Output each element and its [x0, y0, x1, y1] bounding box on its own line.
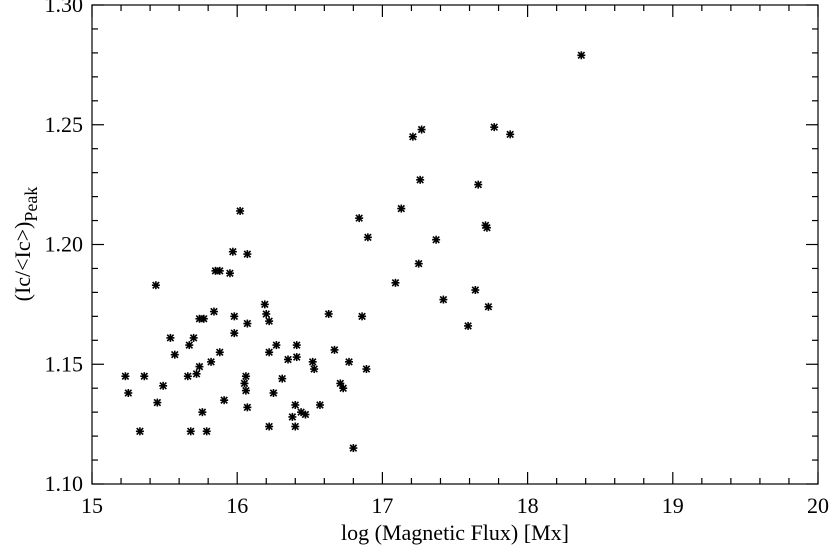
data-point [209, 307, 218, 316]
data-point [220, 396, 229, 405]
data-point [288, 412, 297, 421]
y-axis-label-subscript: Peak [21, 187, 41, 222]
data-points [121, 51, 586, 453]
x-tick-label: 15 [81, 493, 103, 518]
data-point [243, 319, 252, 328]
data-point [408, 132, 417, 141]
data-point [310, 365, 319, 374]
data-point [432, 235, 441, 244]
y-axis-label: (Ic/<Ic>)Peak [10, 187, 41, 302]
data-point [153, 398, 162, 407]
y-axis-label-main: (Ic/<Ic>) [10, 222, 35, 302]
data-point [170, 350, 179, 359]
data-point [241, 372, 250, 381]
data-point [416, 175, 425, 184]
data-point [506, 130, 515, 139]
data-point [243, 403, 252, 412]
x-tick-label: 16 [226, 493, 248, 518]
data-point [262, 309, 271, 318]
data-point [192, 369, 201, 378]
y-tick-label: 1.25 [45, 112, 84, 137]
data-point [291, 422, 300, 431]
data-point [159, 381, 168, 390]
data-point [228, 247, 237, 256]
y-tick-label: 1.10 [45, 471, 84, 496]
data-point [186, 427, 195, 436]
data-point [577, 51, 586, 60]
data-point [417, 125, 426, 134]
data-point [284, 355, 293, 364]
axis-ticks [91, 4, 819, 485]
tick-labels: 15 16 17 18 19 20 1.10 1.15 1.20 1.25 1.30 [45, 0, 830, 518]
x-axis-label: log (Magnetic Flux) [Mx] [341, 520, 569, 545]
data-point [439, 295, 448, 304]
y-tick-label: 1.30 [45, 0, 84, 17]
data-point [474, 180, 483, 189]
data-point [195, 362, 204, 371]
data-point [363, 233, 372, 242]
data-point [202, 427, 211, 436]
data-point [301, 410, 310, 419]
data-point [151, 281, 160, 290]
data-point [471, 286, 480, 295]
data-point [230, 329, 239, 338]
data-point [339, 384, 348, 393]
y-tick-label: 1.15 [45, 351, 84, 376]
data-point [241, 386, 250, 395]
data-point [265, 422, 274, 431]
data-point [315, 400, 324, 409]
data-point [272, 341, 281, 350]
data-point [292, 353, 301, 362]
data-point [265, 348, 274, 357]
data-point [345, 357, 354, 366]
data-point [265, 317, 274, 326]
data-point [240, 379, 249, 388]
data-point [124, 388, 133, 397]
data-point [230, 312, 239, 321]
data-point [236, 206, 245, 215]
data-point [358, 312, 367, 321]
data-point [291, 400, 300, 409]
data-point [260, 300, 269, 309]
data-point [397, 204, 406, 213]
data-point [215, 266, 224, 275]
x-tick-label: 18 [517, 493, 539, 518]
x-tick-label: 20 [807, 493, 829, 518]
x-tick-label: 17 [371, 493, 393, 518]
data-point [215, 348, 224, 357]
data-point [349, 444, 358, 453]
data-point [198, 408, 207, 417]
data-point [199, 314, 208, 323]
data-point [391, 278, 400, 287]
data-point [292, 341, 301, 350]
data-point [324, 309, 333, 318]
data-point [225, 269, 234, 278]
data-point [362, 365, 371, 374]
data-point [414, 259, 423, 268]
data-point [135, 427, 144, 436]
data-point [207, 357, 216, 366]
data-point [140, 372, 149, 381]
data-point [185, 341, 194, 350]
data-point [278, 374, 287, 383]
data-point [189, 333, 198, 342]
data-point [308, 357, 317, 366]
data-point [330, 345, 339, 354]
data-point [166, 333, 175, 342]
x-tick-label: 19 [662, 493, 684, 518]
data-point [482, 223, 491, 232]
data-point [464, 321, 473, 330]
data-point [183, 372, 192, 381]
data-point [269, 388, 278, 397]
data-point [355, 214, 364, 223]
data-point [121, 372, 130, 381]
data-point [484, 302, 493, 311]
data-point [490, 123, 499, 132]
y-tick-label: 1.20 [45, 232, 84, 257]
data-point [243, 250, 252, 259]
